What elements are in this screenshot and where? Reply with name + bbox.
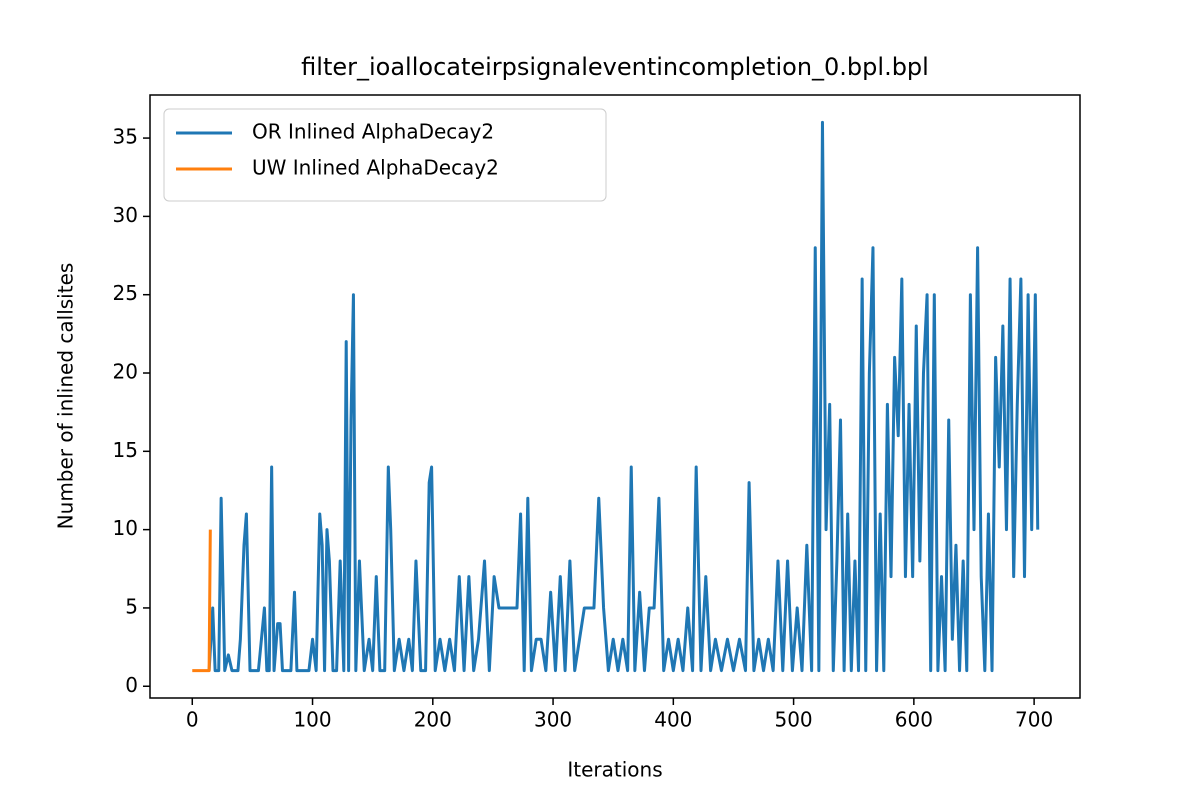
y-tick-label: 35 [113, 125, 138, 149]
y-tick-label: 5 [125, 594, 138, 618]
line-series [192, 529, 212, 673]
x-tick-label: 0 [186, 708, 199, 732]
y-tick-label: 0 [125, 673, 138, 697]
y-axis-label: Number of inlined callsites [54, 263, 78, 530]
y-tick-label: 15 [113, 438, 138, 462]
y-tick-label: 25 [113, 281, 138, 305]
legend: OR Inlined AlphaDecay2 UW Inlined AlphaDe… [163, 108, 607, 202]
x-tick-label: 400 [654, 708, 692, 732]
y-tick-label: 10 [113, 516, 138, 540]
x-tick-label: 600 [895, 708, 933, 732]
legend-box [163, 108, 607, 202]
x-tick-label: 300 [534, 708, 572, 732]
y-tick-label: 30 [113, 203, 138, 227]
chart-title: filter_ioallocateirpsignaleventincomplet… [301, 53, 929, 81]
line-series [207, 120, 1040, 673]
y-tick-label: 20 [113, 360, 138, 384]
plot-frame [149, 94, 1081, 699]
x-tick-label: 500 [774, 708, 812, 732]
x-tick-label: 700 [1015, 708, 1053, 732]
x-tick-label: 200 [414, 708, 452, 732]
x-tick-label: 100 [293, 708, 331, 732]
legend-label: UW Inlined AlphaDecay2 [252, 156, 499, 180]
legend-label: OR Inlined AlphaDecay2 [252, 120, 494, 144]
x-axis-label: Iterations [567, 758, 662, 782]
